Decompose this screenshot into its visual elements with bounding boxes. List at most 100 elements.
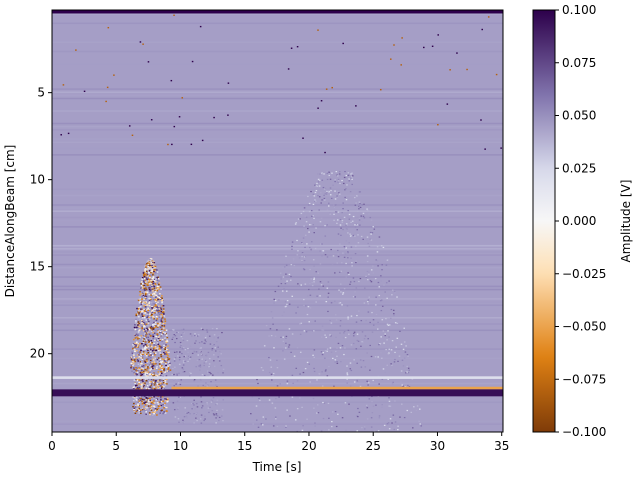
heatmap-cell [156, 384, 159, 386]
heatmap-cell [356, 380, 359, 382]
heatmap-speckle [393, 44, 395, 46]
heatmap-cell [143, 399, 145, 401]
heatmap-cell [156, 271, 159, 273]
heatmap-cell [159, 382, 162, 384]
heatmap-cell [374, 356, 377, 358]
heatmap-cell [165, 337, 168, 339]
heatmap-cell [301, 255, 303, 258]
heatmap-cell [174, 416, 177, 418]
heatmap-cell [371, 412, 374, 414]
heatmap-cell [304, 215, 307, 217]
heatmap-cell [140, 385, 143, 387]
heatmap-cell [188, 355, 190, 357]
heatmap-cell [145, 387, 148, 389]
heatmap-cell [386, 297, 388, 299]
heatmap-cell [142, 288, 145, 291]
heatmap-speckle [173, 125, 176, 128]
heatmap-cell [156, 414, 158, 416]
heatmap-cell [164, 329, 166, 331]
heatmap-cell [270, 311, 273, 313]
heatmap-cell [291, 241, 294, 243]
colorbar-tick-label: −0.100 [562, 425, 606, 439]
heatmap-cell [348, 213, 351, 216]
heatmap-cell [381, 269, 383, 271]
heatmap-striation [52, 13, 503, 15]
heatmap-cell [215, 413, 218, 415]
heatmap-cell [149, 406, 152, 409]
heatmap-cell [153, 267, 155, 269]
heatmap-cell [339, 218, 342, 221]
heatmap-cell [334, 190, 336, 192]
heatmap-band [52, 10, 503, 14]
heatmap-cell [382, 330, 385, 332]
heatmap-cell [366, 209, 369, 211]
heatmap-cell [344, 253, 347, 255]
heatmap-cell [381, 406, 383, 408]
heatmap-cell [143, 305, 146, 307]
heatmap-cell [166, 358, 168, 360]
heatmap-cell [337, 181, 339, 183]
heatmap-cell [153, 368, 156, 370]
heatmap-cell [132, 347, 135, 349]
heatmap-cell [289, 279, 292, 281]
heatmap-cell [135, 350, 138, 352]
heatmap-cell [161, 317, 164, 319]
heatmap-cell [137, 351, 140, 354]
heatmap-cell [145, 328, 147, 331]
heatmap-cell [397, 360, 399, 362]
heatmap-cell [159, 401, 161, 403]
heatmap-cell [132, 387, 135, 390]
heatmap-speckle [302, 137, 304, 139]
heatmap-cell [350, 173, 352, 175]
heatmap-cell [320, 336, 323, 338]
heatmap-cell [172, 329, 175, 331]
heatmap-cell [263, 345, 266, 347]
heatmap-cell [149, 267, 152, 269]
heatmap-cell [147, 351, 150, 354]
heatmap-cell [406, 371, 408, 373]
heatmap-cell [255, 405, 258, 407]
heatmap-cell [172, 336, 174, 338]
heatmap-cell [145, 346, 148, 349]
heatmap-cell [151, 315, 154, 317]
heatmap-cell [378, 294, 381, 297]
heatmap-cell [272, 425, 275, 427]
heatmap-cell [300, 265, 303, 268]
heatmap-cell [406, 409, 409, 412]
heatmap-cell [279, 332, 282, 334]
heatmap-cell [165, 352, 168, 355]
heatmap-cell [138, 337, 141, 339]
heatmap-cell [251, 396, 254, 398]
heatmap-cell [366, 270, 369, 273]
heatmap-cell [347, 172, 350, 174]
heatmap-cell [137, 344, 140, 346]
heatmap-cell [148, 308, 150, 311]
heatmap-cell [213, 337, 215, 339]
heatmap-striation [52, 248, 503, 250]
heatmap-cell [154, 406, 156, 409]
heatmap-cell [145, 270, 148, 273]
heatmap-cell [275, 418, 277, 420]
heatmap-cell [145, 371, 147, 373]
heatmap-cell [132, 367, 135, 369]
heatmap-cell [144, 297, 147, 299]
heatmap-cell [156, 358, 159, 361]
heatmap-cell [140, 287, 142, 289]
heatmap-cell [148, 277, 151, 279]
heatmap-cell [167, 345, 169, 347]
colorbar-tick-label: 0.100 [562, 3, 596, 17]
heatmap-striation [52, 423, 503, 426]
heatmap-cell [173, 358, 176, 360]
heatmap-cell [258, 397, 260, 400]
heatmap-cell [339, 325, 342, 327]
heatmap-cell [144, 272, 147, 275]
heatmap-cell [305, 280, 308, 282]
heatmap-cell [306, 361, 309, 364]
heatmap-speckle [199, 25, 202, 28]
heatmap-cell [162, 379, 164, 381]
heatmap-cell [348, 237, 351, 239]
heatmap-cell [144, 341, 147, 343]
heatmap-cell [381, 264, 383, 266]
heatmap-cell [171, 374, 174, 376]
heatmap-cell [372, 324, 375, 326]
